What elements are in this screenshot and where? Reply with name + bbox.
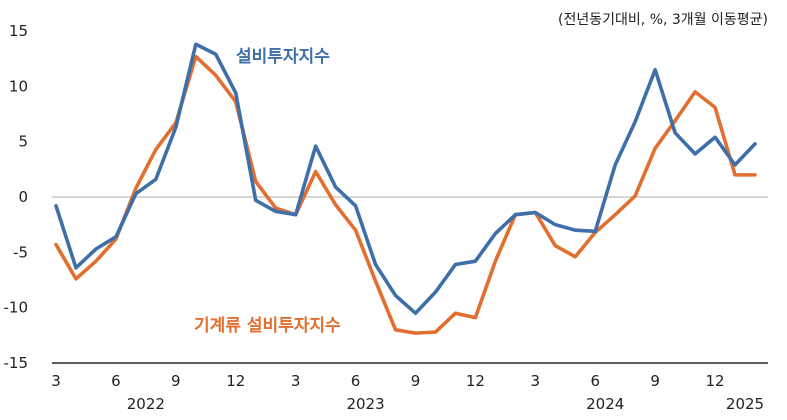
x-tick-label: 12	[466, 372, 485, 390]
y-tick-label: -15	[4, 354, 29, 372]
x-tick-label: 12	[226, 372, 245, 390]
series-line-0	[54, 42, 757, 315]
x-axis: 3 6 9 12 3 6 9 12 3 6 9 12	[51, 372, 724, 390]
x-tick-label: 6	[111, 372, 121, 390]
year-label: 2024	[586, 395, 624, 413]
y-tick-label: -10	[4, 299, 29, 317]
x-tick-label: 6	[590, 372, 600, 390]
unit-note: (전년동기대비, %, 3개월 이동평균)	[558, 12, 768, 28]
y-tick-label: 0	[18, 188, 28, 206]
year-label: 2025	[726, 395, 764, 413]
series-line-1	[54, 54, 757, 335]
x-tick-label: 3	[51, 372, 61, 390]
year-label: 2022	[127, 395, 165, 413]
y-tick-label: 15	[9, 22, 28, 40]
y-axis: 15 10 5 0 -5 -10 -15	[4, 22, 29, 372]
series-label-capex-index: 설비투자지수	[236, 47, 330, 67]
x-tick-label: 9	[411, 372, 421, 390]
x-tick-label: 3	[531, 372, 541, 390]
x-tick-label: 9	[171, 372, 181, 390]
year-label: 2023	[346, 395, 384, 413]
x-tick-label: 6	[351, 372, 361, 390]
series-label-machinery-index: 기계류 설비투자지수	[194, 316, 341, 336]
x-tick-label: 9	[650, 372, 660, 390]
year-labels: 2022 2023 2024 2025	[127, 395, 764, 413]
y-tick-label: -5	[13, 243, 28, 261]
y-tick-label: 5	[18, 133, 28, 151]
y-tick-label: 10	[9, 77, 28, 95]
x-tick-label: 12	[706, 372, 725, 390]
series-lines	[54, 42, 757, 335]
x-tick-label: 3	[291, 372, 301, 390]
